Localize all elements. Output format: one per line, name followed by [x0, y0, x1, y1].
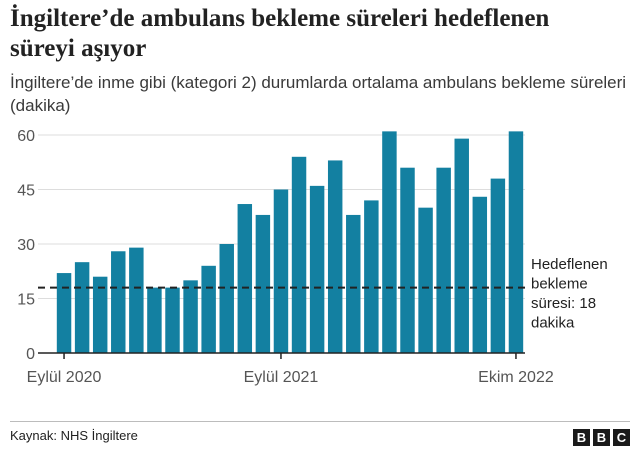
- target-line-label-line: dakika: [531, 315, 575, 332]
- bar: [436, 167, 451, 353]
- bbc-logo-letter: C: [613, 429, 630, 446]
- bbc-logo-letter: B: [573, 429, 590, 446]
- bar-chart: 0 15 30 45 60 Eylül 2020 Eylül 2021 Ekim 2022 He…: [17, 128, 608, 386]
- bar: [508, 131, 524, 353]
- target-line-label-line: süresi: 18: [531, 295, 596, 312]
- bar: [490, 178, 506, 353]
- bar: [74, 262, 90, 353]
- bar: [219, 244, 234, 353]
- bar: [111, 251, 126, 353]
- bar: [454, 138, 469, 353]
- chart-subtitle: İngiltere’de inme gibi (kategori 2) duru…: [10, 73, 627, 115]
- y-tick-label: 30: [17, 237, 35, 254]
- bar: [56, 273, 72, 353]
- bar: [472, 196, 488, 353]
- footer-divider: [10, 421, 630, 422]
- x-tick-label: Ekim 2022: [478, 369, 554, 386]
- y-tick-label: 15: [17, 292, 35, 309]
- bar: [147, 287, 162, 353]
- bar: [418, 207, 433, 353]
- bar: [400, 167, 415, 353]
- bbc-logo: B B C: [573, 429, 630, 446]
- bbc-logo-letter: B: [593, 429, 610, 446]
- bar: [92, 276, 108, 353]
- bar: [273, 189, 289, 353]
- bar: [309, 185, 325, 353]
- bar: [237, 204, 253, 353]
- target-line-label: Hedeflenen bekleme süresi: 18 dakika: [531, 256, 608, 332]
- bar: [255, 214, 271, 353]
- source-note: Kaynak: NHS İngiltere: [10, 428, 138, 443]
- y-tick-label: 60: [17, 128, 35, 145]
- x-tick-label: Eylül 2020: [27, 369, 102, 386]
- bar: [382, 131, 397, 353]
- bar: [291, 156, 307, 353]
- x-tick-label: Eylül 2021: [244, 369, 319, 386]
- chart-title: İngiltere’de ambulans bekleme süreleri h…: [10, 5, 550, 62]
- bar: [364, 200, 379, 353]
- bar: [327, 160, 343, 353]
- bar: [129, 247, 144, 353]
- target-line-label-line: Hedeflenen: [531, 256, 608, 273]
- bar: [201, 265, 216, 353]
- bar: [346, 214, 361, 353]
- bar: [183, 280, 198, 353]
- y-tick-label: 45: [17, 183, 35, 200]
- target-line-label-line: bekleme: [531, 276, 588, 293]
- y-tick-label: 0: [26, 346, 35, 363]
- bar: [165, 287, 180, 353]
